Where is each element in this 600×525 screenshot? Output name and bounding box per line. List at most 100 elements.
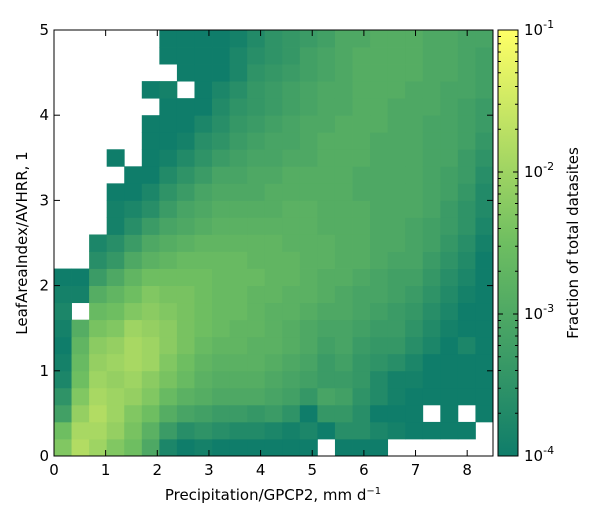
heatmap-cell: [264, 234, 283, 252]
heatmap-cell: [317, 421, 336, 440]
x-tick-label: 0: [49, 461, 59, 479]
heatmap-cell: [194, 149, 213, 167]
heatmap-cell: [475, 234, 494, 252]
y-tick-label: 4: [39, 106, 49, 124]
heatmap-cell: [159, 200, 178, 218]
heatmap-cell: [176, 268, 195, 286]
heatmap-cell: [247, 81, 266, 99]
heatmap-cell: [194, 217, 213, 235]
heatmap-cell: [194, 115, 213, 133]
heatmap-cell: [194, 200, 213, 218]
heatmap-cell: [282, 438, 301, 457]
heatmap-cell: [457, 217, 476, 235]
heatmap-cell: [299, 200, 318, 218]
heatmap-cell: [422, 319, 441, 338]
colorbar-tick-label: 10-3: [524, 302, 554, 323]
heatmap-cell: [457, 234, 476, 252]
heatmap-cell: [387, 234, 406, 252]
x-tick-label: 4: [256, 461, 266, 479]
heatmap-cell: [317, 370, 336, 389]
heatmap-cell: [457, 387, 476, 406]
heatmap-cell: [457, 115, 476, 133]
heatmap-cell: [247, 421, 266, 440]
heatmap-cell: [422, 302, 441, 321]
heatmap-cell: [317, 302, 336, 321]
heatmap-cell: [212, 404, 230, 423]
heatmap-cell: [370, 47, 389, 65]
heatmap-cell: [370, 30, 389, 48]
heatmap-cell: [247, 217, 266, 235]
heatmap-cell: [124, 200, 143, 218]
heatmap-cell: [54, 319, 72, 338]
heatmap-cell: [176, 251, 195, 269]
heatmap-cell: [475, 268, 494, 286]
heatmap-cell: [212, 149, 230, 167]
heatmap-cell: [457, 336, 476, 355]
heatmap-cell: [229, 81, 248, 99]
heatmap-cell: [457, 370, 476, 389]
heatmap-cell: [247, 149, 266, 167]
heatmap-cell: [352, 353, 371, 372]
heatmap-cell: [440, 370, 459, 389]
heatmap-cell: [159, 268, 178, 286]
heatmap-cell: [194, 353, 213, 372]
heatmap-cell: [299, 319, 318, 338]
heatmap-cell: [282, 319, 301, 338]
heatmap-cell: [370, 302, 389, 321]
heatmap-cell: [282, 387, 301, 406]
heatmap-cell: [176, 234, 195, 252]
heatmap-cell: [317, 285, 336, 304]
heatmap-cell: [194, 438, 213, 457]
heatmap-cell: [422, 98, 441, 116]
heatmap-cell: [247, 285, 266, 304]
heatmap-cell: [176, 387, 195, 406]
heatmap-cell: [282, 217, 301, 235]
heatmap-cell: [334, 132, 353, 150]
heatmap-cell: [282, 268, 301, 286]
heatmap-cell: [212, 251, 230, 269]
heatmap-cell: [440, 285, 459, 304]
heatmap-cell: [176, 200, 195, 218]
heatmap-cell: [440, 166, 459, 184]
heatmap-cell: [282, 251, 301, 269]
y-axis: 0 1 2 3 4 5: [39, 21, 493, 465]
colorbar-axis: 10-1 10-2 10-3 10-4: [498, 18, 554, 465]
heatmap-cell: [422, 81, 441, 99]
heatmap-cell: [176, 132, 195, 150]
heatmap-cell: [141, 421, 160, 440]
heatmap-cell: [212, 353, 230, 372]
heatmap-cell: [405, 421, 424, 440]
heatmap-cell: [352, 81, 371, 99]
y-tick-label: 1: [39, 362, 49, 380]
heatmap-cell: [475, 81, 494, 99]
colorbar-tick-label: 10-2: [524, 160, 554, 181]
heatmap-cell: [141, 81, 160, 99]
heatmap-cell: [422, 166, 441, 184]
heatmap-cell: [264, 370, 283, 389]
heatmap-cell: [141, 319, 160, 338]
heatmap-cell: [71, 319, 90, 338]
heatmap-cell: [352, 115, 371, 133]
heatmap-cell: [387, 336, 406, 355]
heatmap-cell: [282, 81, 301, 99]
heatmap-cell: [176, 404, 195, 423]
heatmap-cell: [247, 200, 266, 218]
heatmap-cell: [159, 30, 178, 48]
heatmap-cell: [334, 200, 353, 218]
heatmap-cell: [352, 285, 371, 304]
heatmap-cell: [317, 268, 336, 286]
heatmap-cell: [124, 285, 143, 304]
heatmap-cell: [229, 285, 248, 304]
heatmap-cell: [106, 234, 125, 252]
heatmap-cell: [370, 336, 389, 355]
heatmap-cell: [475, 319, 494, 338]
heatmap-cell: [405, 98, 424, 116]
heatmap-cell: [247, 30, 266, 48]
heatmap-cell: [422, 47, 441, 65]
heatmap-cell: [317, 98, 336, 116]
heatmap-cell: [54, 268, 72, 286]
heatmap-cell: [405, 132, 424, 150]
heatmap-cell: [229, 438, 248, 457]
heatmap-cell: [71, 285, 90, 304]
heatmap-cell: [422, 268, 441, 286]
